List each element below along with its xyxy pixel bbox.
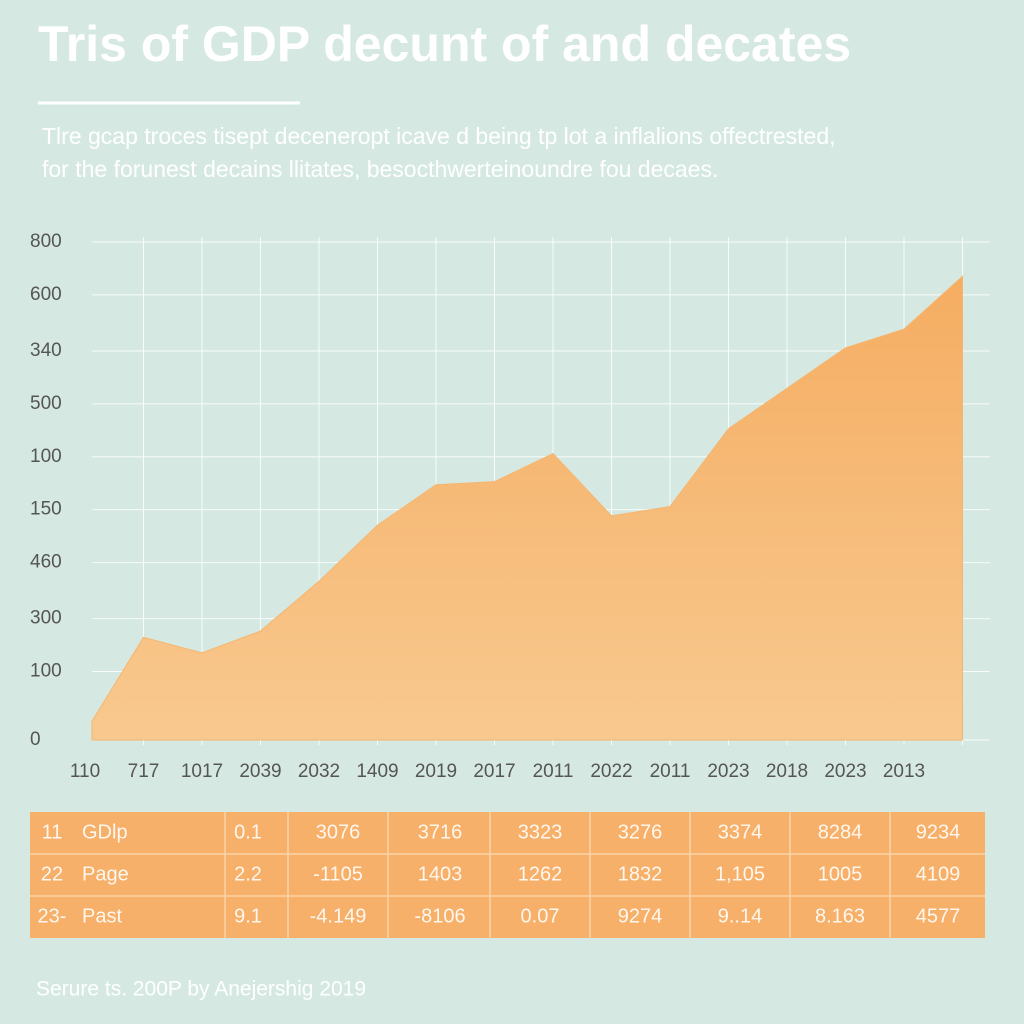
x-tick-label: 2022: [590, 761, 632, 782]
x-tick-label: 2032: [298, 761, 340, 782]
y-tick-label: 100: [30, 661, 62, 682]
table-cell: 9..14: [718, 905, 762, 927]
table-cell: -1105: [313, 863, 363, 885]
table-cell: 3374: [718, 821, 763, 843]
table-cell: 3276: [618, 821, 663, 843]
table-cell: 4109: [916, 863, 961, 885]
area: [91, 275, 963, 741]
table-cell: 3716: [418, 821, 463, 843]
x-tick-label: 2017: [473, 761, 515, 782]
table-cell: 3076: [316, 821, 361, 843]
x-tick-label: 2018: [766, 761, 808, 782]
table-cell: -8106: [414, 905, 465, 927]
table-cell: 1,105: [715, 863, 765, 885]
x-tick-label: 2039: [239, 761, 281, 782]
table-cell: 1832: [618, 863, 663, 885]
table-cell: 2.2: [234, 863, 262, 885]
y-tick-label: 300: [30, 608, 62, 629]
table-cell: 9234: [916, 821, 961, 843]
table-cell: 9.1: [234, 905, 262, 927]
table-cell: 4577: [916, 905, 961, 927]
table-cell: 9274: [618, 905, 663, 927]
title: Tris of GDP decunt of and decates: [38, 16, 851, 72]
subtitle: for the forunest decains llitates, besoc…: [42, 156, 718, 182]
y-tick-label: 600: [30, 284, 62, 305]
table-cell: Page: [82, 863, 129, 885]
y-tick-label: 460: [30, 552, 62, 573]
table-cell: -4.149: [310, 905, 367, 927]
x-tick-label: 1409: [356, 761, 398, 782]
source: Serure ts. 200P by Anejershig 2019: [36, 978, 366, 1001]
table-bg: [30, 812, 985, 938]
x-tick-label: 1017: [181, 761, 223, 782]
table-cell: Past: [82, 905, 122, 927]
table-cell: 0.07: [521, 905, 560, 927]
table-cell: GDlp: [82, 821, 128, 843]
x-tick-label: 2019: [415, 761, 457, 782]
y-tick-label: 0: [30, 729, 41, 750]
table: 11 GDlp 0.1 3076 3716 3323 3276 3374 8284 9234 22 P…: [30, 812, 985, 938]
x-tick-label: 717: [128, 761, 160, 782]
y-tick-label: 800: [30, 231, 62, 252]
table-cell: 1005: [818, 863, 863, 885]
x-tick-label: 2023: [824, 761, 866, 782]
table-cell: 11: [42, 821, 63, 843]
table-cell: 1262: [518, 863, 563, 885]
chart: 0 100 300 460 150 100 500 340 600 800 110 717 1017 20…: [30, 231, 990, 782]
x-tick-label: 2023: [707, 761, 749, 782]
y-tick-label: 340: [30, 340, 62, 361]
table-cell: 23-: [38, 905, 67, 927]
table-cell: 22: [41, 863, 63, 885]
x-tick-label: 2013: [883, 761, 925, 782]
table-cell: 3323: [518, 821, 563, 843]
x-tick-label: 2011: [650, 761, 691, 782]
x-tick-label: 2011: [533, 761, 574, 782]
y-tick-label: 100: [30, 446, 62, 467]
table-cell: 8.163: [815, 905, 865, 927]
y-tick-label: 500: [30, 393, 62, 414]
x-tick-label: 110: [70, 761, 100, 782]
table-cell: 1403: [418, 863, 463, 885]
table-cell: 0.1: [234, 821, 262, 843]
table-cell: 8284: [818, 821, 863, 843]
y-tick-label: 150: [30, 499, 62, 520]
subtitle: Tlre gcap troces tisept deceneropt icave…: [42, 123, 836, 149]
